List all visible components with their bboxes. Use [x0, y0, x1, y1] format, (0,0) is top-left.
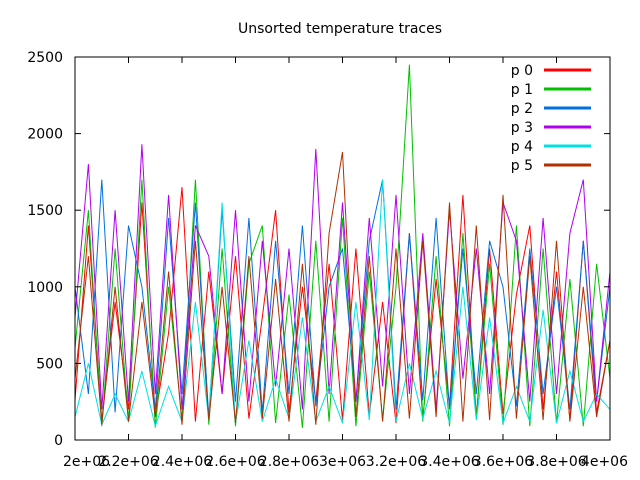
x-tick-label: 3.6e+06 — [473, 454, 534, 470]
plot-frame — [74, 56, 611, 441]
x-tick-label: 2.8e+06 — [259, 454, 320, 470]
x-tick-label: 4e+06 — [581, 454, 628, 470]
chart-title: Unsorted temperature traces — [238, 21, 442, 37]
legend-label-p4: p 4 — [511, 139, 533, 155]
legend-label-p2: p 2 — [511, 101, 533, 117]
legend-label-p5: p 5 — [511, 158, 533, 174]
y-tick-label: 2500 — [27, 50, 63, 66]
x-tick-label: 2e+06 — [63, 454, 110, 470]
series-line-p3 — [74, 144, 611, 410]
y-tick-label: 0 — [54, 433, 63, 449]
series-layer — [74, 64, 611, 429]
x-tick-label: 3.4e+06 — [419, 454, 480, 470]
x-tick-label: 3.8e+06 — [526, 454, 587, 470]
legend-label-p0: p 0 — [511, 63, 533, 79]
x-tick-label: 2.4e+06 — [152, 454, 213, 470]
x-tick-label: 2.2e+06 — [98, 454, 159, 470]
legend-label-p1: p 1 — [511, 82, 533, 98]
legend-label-p3: p 3 — [511, 120, 533, 136]
legend: p 0 p 1 p 2 p 3 p 4 p 5 — [511, 63, 591, 174]
series-line-p5 — [74, 151, 611, 425]
y-tick-label: 1500 — [27, 203, 63, 219]
series-line-p4 — [74, 179, 611, 429]
y-tick-label: 2000 — [27, 127, 63, 143]
series-line-p2 — [74, 179, 611, 418]
y-tick-label: 500 — [36, 356, 63, 372]
axis-layer: 050010001500200025002e+062.2e+062.4e+062… — [27, 50, 628, 470]
x-tick-label: 3.2e+06 — [366, 454, 427, 470]
x-tick-label: 2.6e+06 — [205, 454, 266, 470]
x-tick-label: 3e+06 — [319, 454, 366, 470]
y-tick-label: 1000 — [27, 280, 63, 296]
